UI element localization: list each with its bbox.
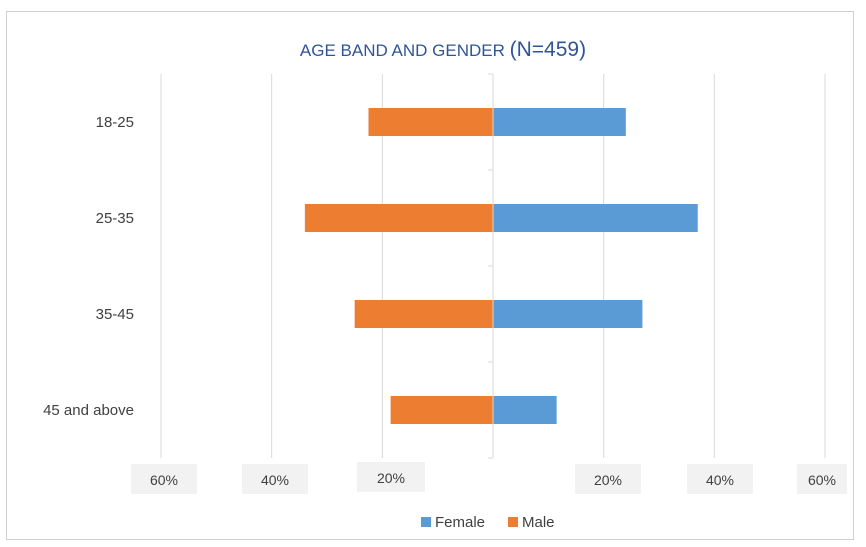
legend-label-male: Male xyxy=(522,514,555,531)
category-label: 18-25 xyxy=(96,114,134,131)
bar-male xyxy=(304,204,493,232)
x-tick-label: 20% xyxy=(594,472,622,488)
legend-label-female: Female xyxy=(435,514,485,531)
chart-title-suffix: (N=459) xyxy=(510,38,586,61)
category-labels: 18-25 25-35 35-45 45 and above xyxy=(43,114,134,419)
category-label: 35-45 xyxy=(96,306,134,323)
bar-male xyxy=(354,300,493,328)
tick-label-bg xyxy=(797,464,847,494)
bar-male xyxy=(390,396,493,424)
tick-label-bg xyxy=(242,464,308,494)
bar-female xyxy=(493,396,557,424)
tick-label-bg xyxy=(687,464,753,494)
chart-title: AGE BAND AND GENDER (N=459) xyxy=(300,38,586,61)
tick-label-bg xyxy=(131,464,197,494)
legend-swatch-male xyxy=(508,517,518,527)
gridlines xyxy=(160,74,826,458)
tick-label-bg xyxy=(575,464,641,494)
bars xyxy=(304,108,698,424)
tick-label-bg xyxy=(357,462,425,492)
chart-title-main: AGE BAND AND GENDER xyxy=(300,41,510,60)
category-label: 45 and above xyxy=(43,402,134,419)
bar-female xyxy=(493,300,643,328)
x-tick-label: 60% xyxy=(808,472,836,488)
bar-male xyxy=(368,108,493,136)
bar-female xyxy=(493,108,626,136)
x-tick-labels: 60% 40% 20% 20% 40% 60% xyxy=(131,462,847,494)
category-label: 25-35 xyxy=(96,210,134,227)
legend-swatch-female xyxy=(421,517,431,527)
x-tick-label: 20% xyxy=(377,470,405,486)
bar-female xyxy=(493,204,698,232)
x-tick-label: 40% xyxy=(261,472,289,488)
x-tick-label: 40% xyxy=(706,472,734,488)
x-tick-label: 60% xyxy=(150,472,178,488)
legend: Female Male xyxy=(421,514,555,531)
chart-frame: AGE BAND AND GENDER (N=459) 18-25 25-35 35… xyxy=(6,11,854,540)
bar-chart: AGE BAND AND GENDER (N=459) 18-25 25-35 35… xyxy=(43,38,847,531)
center-axis xyxy=(488,73,494,459)
